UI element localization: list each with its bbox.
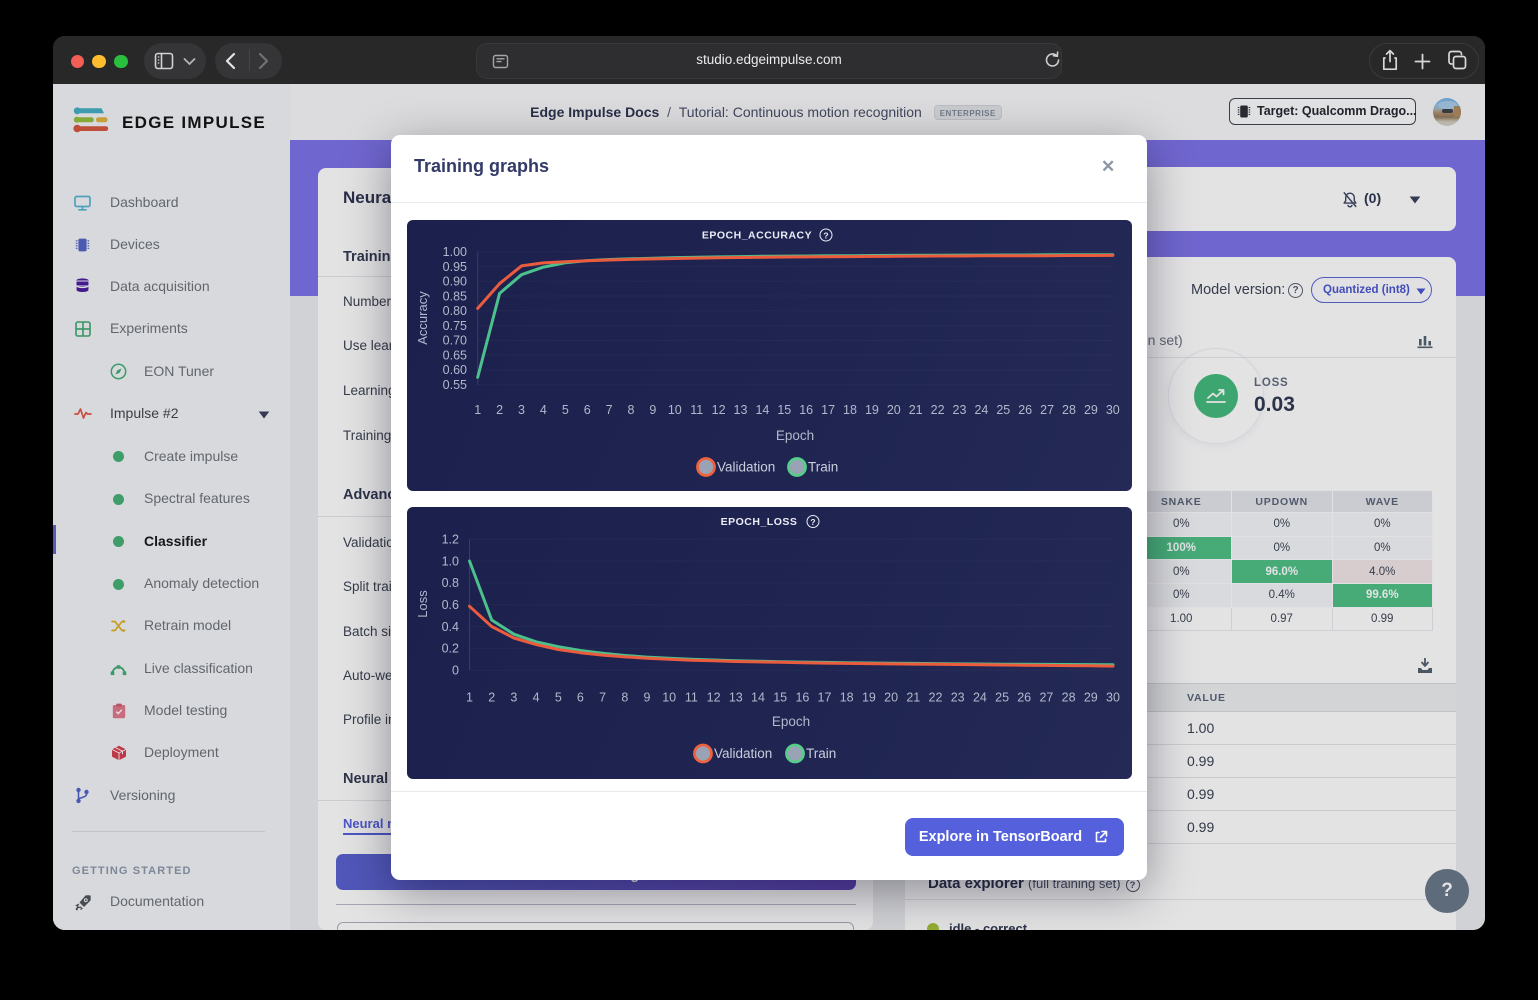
svg-text:21: 21 [906, 691, 920, 705]
svg-text:18: 18 [843, 403, 857, 417]
svg-text:0.80: 0.80 [443, 304, 467, 318]
svg-text:Train: Train [808, 459, 838, 474]
svg-text:0.85: 0.85 [443, 289, 467, 303]
svg-text:27: 27 [1040, 403, 1054, 417]
svg-text:5: 5 [555, 691, 562, 705]
svg-text:20: 20 [887, 403, 901, 417]
svg-text:0.95: 0.95 [443, 259, 467, 273]
svg-text:8: 8 [621, 691, 628, 705]
svg-text:16: 16 [799, 403, 813, 417]
svg-text:28: 28 [1062, 691, 1076, 705]
svg-text:16: 16 [795, 691, 809, 705]
svg-text:30: 30 [1106, 691, 1120, 705]
svg-text:28: 28 [1062, 403, 1076, 417]
svg-text:0.55: 0.55 [443, 378, 467, 392]
svg-text:13: 13 [729, 691, 743, 705]
svg-text:25: 25 [995, 691, 1009, 705]
svg-text:7: 7 [599, 691, 606, 705]
svg-text:9: 9 [644, 691, 651, 705]
svg-text:2: 2 [496, 403, 503, 417]
svg-text:13: 13 [734, 403, 748, 417]
svg-text:?: ? [823, 230, 828, 240]
svg-text:1: 1 [474, 403, 481, 417]
svg-text:1.00: 1.00 [443, 245, 467, 259]
svg-text:11: 11 [690, 403, 703, 417]
svg-text:17: 17 [821, 403, 835, 417]
svg-text:9: 9 [649, 403, 656, 417]
svg-text:26: 26 [1018, 403, 1032, 417]
svg-text:0.4: 0.4 [442, 620, 459, 634]
svg-text:15: 15 [773, 691, 787, 705]
svg-text:19: 19 [865, 403, 879, 417]
svg-text:5: 5 [562, 403, 569, 417]
svg-text:0.70: 0.70 [443, 333, 467, 347]
svg-text:Validation: Validation [714, 746, 772, 761]
svg-text:23: 23 [953, 403, 967, 417]
svg-text:0.2: 0.2 [442, 642, 459, 656]
svg-text:22: 22 [929, 691, 943, 705]
svg-text:29: 29 [1084, 691, 1098, 705]
svg-text:0.75: 0.75 [443, 318, 467, 332]
svg-text:19: 19 [862, 691, 876, 705]
svg-text:3: 3 [510, 691, 517, 705]
svg-text:?: ? [810, 517, 815, 527]
svg-text:22: 22 [931, 403, 945, 417]
svg-text:20: 20 [884, 691, 898, 705]
svg-text:21: 21 [909, 403, 923, 417]
svg-text:2: 2 [488, 691, 495, 705]
svg-text:14: 14 [755, 403, 769, 417]
svg-text:Validation: Validation [717, 459, 775, 474]
svg-text:12: 12 [707, 691, 721, 705]
svg-text:11: 11 [685, 691, 698, 705]
svg-text:3: 3 [518, 403, 525, 417]
svg-text:6: 6 [584, 403, 591, 417]
svg-text:30: 30 [1106, 403, 1120, 417]
svg-text:0.8: 0.8 [442, 576, 459, 590]
svg-text:29: 29 [1084, 403, 1098, 417]
svg-text:Loss: Loss [415, 590, 430, 618]
svg-text:Accuracy: Accuracy [415, 290, 430, 344]
svg-text:0.60: 0.60 [443, 363, 467, 377]
svg-text:6: 6 [577, 691, 584, 705]
svg-text:27: 27 [1039, 691, 1053, 705]
svg-text:Epoch: Epoch [772, 714, 810, 729]
svg-text:15: 15 [777, 403, 791, 417]
svg-text:14: 14 [751, 691, 765, 705]
svg-text:Train: Train [806, 746, 836, 761]
svg-text:Epoch: Epoch [776, 428, 814, 443]
svg-text:1.2: 1.2 [442, 533, 459, 547]
svg-text:17: 17 [818, 691, 832, 705]
svg-text:1: 1 [466, 691, 473, 705]
svg-text:23: 23 [951, 691, 965, 705]
svg-text:0.6: 0.6 [442, 598, 459, 612]
svg-text:10: 10 [668, 403, 682, 417]
svg-text:10: 10 [662, 691, 676, 705]
svg-text:4: 4 [540, 403, 547, 417]
svg-text:8: 8 [628, 403, 635, 417]
svg-text:1.0: 1.0 [442, 554, 459, 568]
svg-text:24: 24 [974, 403, 988, 417]
svg-text:26: 26 [1017, 691, 1031, 705]
svg-text:18: 18 [840, 691, 854, 705]
svg-text:25: 25 [996, 403, 1010, 417]
svg-text:7: 7 [606, 403, 613, 417]
svg-text:12: 12 [712, 403, 726, 417]
svg-text:24: 24 [973, 691, 987, 705]
svg-text:EPOCH_ACCURACY: EPOCH_ACCURACY [702, 229, 812, 241]
svg-text:4: 4 [533, 691, 540, 705]
svg-text:EPOCH_LOSS: EPOCH_LOSS [721, 516, 798, 528]
svg-text:0.90: 0.90 [443, 274, 467, 288]
svg-text:0: 0 [452, 664, 459, 678]
svg-text:0.65: 0.65 [443, 348, 467, 362]
